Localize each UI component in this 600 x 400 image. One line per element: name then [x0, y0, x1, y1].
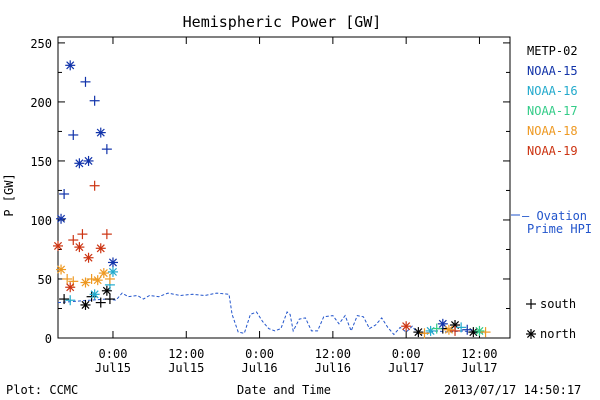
marker-noaa-15-north [107, 257, 118, 268]
legend: METP-02 NOAA-15 NOAA-16 NOAA-17 NOAA-18 NOAA-… [527, 44, 578, 158]
marker-metp-02-north [101, 285, 112, 296]
plot-frame [57, 36, 511, 339]
marker-noaa-15-north [95, 127, 106, 138]
marker-noaa-19-south [101, 229, 112, 240]
marker-legend-label-south: south [540, 297, 576, 311]
marker-noaa-15-north [74, 158, 85, 169]
marker-legend: south north [526, 297, 576, 341]
marker-metp-02-south [104, 294, 115, 305]
marker-noaa-19-north [53, 240, 63, 251]
marker-noaa-17-south [431, 323, 442, 334]
marker-noaa-15-north [83, 155, 94, 166]
marker-metp-02-north [80, 299, 91, 310]
x-tick-label-date: Jul16 [242, 361, 278, 375]
y-tick-label: 100 [30, 214, 52, 228]
marker-legend-label-north: north [540, 327, 576, 341]
x-tick-label-time: 0:00 [99, 347, 128, 361]
marker-noaa-16-north [425, 325, 436, 336]
y-axis-label: P [GW] [2, 173, 16, 216]
x-tick-label-date: Jul16 [315, 361, 351, 375]
ovation-legend-line2: Prime HPI [527, 222, 592, 236]
marker-metp-02-north [413, 327, 424, 338]
x-tick-label-time: 12:00 [315, 347, 351, 361]
marker-metp-02-south [95, 297, 106, 308]
x-tick-label-date: Jul17 [461, 361, 497, 375]
marker-noaa-16-south [65, 295, 76, 306]
marker-noaa-19-south [77, 229, 88, 240]
marker-noaa-19-north [65, 282, 76, 293]
marker-noaa-18-south [86, 273, 97, 284]
marker-noaa-15-south [59, 188, 70, 199]
chart-title: Hemispheric Power [GW] [183, 13, 382, 31]
x-tick-label-time: 0:00 [392, 347, 421, 361]
ovation-legend-line1: — Ovation [522, 209, 587, 223]
x-axis-label: Date and Time [237, 383, 331, 397]
marker-noaa-18-north [98, 268, 109, 279]
y-tick-label: 0 [45, 332, 52, 346]
marker-noaa-19-north [83, 252, 94, 263]
legend-item-noaa-17: NOAA-17 [527, 104, 578, 118]
data-markers [53, 60, 491, 339]
y-tick-label: 250 [30, 37, 52, 51]
marker-noaa-18-south [480, 327, 491, 338]
x-tick-label-time: 12:00 [168, 347, 204, 361]
marker-noaa-19-north [401, 321, 412, 332]
marker-metp-02-south [59, 294, 70, 305]
marker-noaa-15-south [80, 76, 91, 87]
marker-noaa-15-north [56, 213, 67, 224]
x-tick-label-time: 12:00 [461, 347, 497, 361]
marker-noaa-19-north [95, 243, 106, 254]
y-axis: 0 50 100 150 200 250 [30, 37, 510, 346]
marker-noaa-15-south [101, 144, 112, 155]
marker-noaa-17-north [474, 325, 485, 336]
marker-noaa-18-south [62, 273, 73, 284]
x-tick-label-date: Jul15 [95, 361, 131, 375]
x-tick-label-time: 0:00 [245, 347, 274, 361]
marker-noaa-16-south [456, 322, 467, 333]
marker-noaa-15-north [437, 318, 448, 329]
marker-noaa-19-north [74, 242, 85, 253]
legend-item-noaa-15: NOAA-15 [527, 64, 578, 78]
marker-noaa-19-south [68, 235, 79, 246]
marker-noaa-15-south [89, 95, 100, 106]
x-tick-label-date: Jul15 [168, 361, 204, 375]
y-tick-label: 200 [30, 96, 52, 110]
marker-noaa-18-north [443, 324, 454, 335]
y-tick-label: 50 [38, 273, 52, 287]
marker-noaa-19-south [450, 325, 461, 336]
y-tick-label: 150 [30, 155, 52, 169]
marker-legend-plus-icon [526, 299, 536, 309]
marker-noaa-15-south [462, 324, 473, 335]
plot-credit: Plot: CCMC [6, 383, 78, 397]
marker-noaa-15-north [65, 60, 76, 71]
x-axis: 0:00Jul1512:00Jul150:00Jul1612:00Jul160:… [95, 37, 498, 375]
x-tick-label-date: Jul17 [388, 361, 424, 375]
legend-item-noaa-19: NOAA-19 [527, 144, 578, 158]
marker-noaa-15-south [68, 129, 79, 140]
marker-noaa-18-south [419, 328, 430, 339]
marker-noaa-18-north [56, 264, 67, 275]
plot-timestamp: 2013/07/17 14:50:17 [444, 383, 581, 397]
legend-item-noaa-16: NOAA-16 [527, 84, 578, 98]
marker-noaa-16-north [89, 289, 100, 300]
marker-noaa-19-south [89, 180, 100, 191]
marker-legend-star-icon [526, 329, 536, 339]
legend-item-noaa-18: NOAA-18 [527, 124, 578, 138]
marker-noaa-18-north [80, 277, 91, 288]
series-line-ovation [57, 292, 486, 336]
marker-noaa-18-north [92, 275, 103, 286]
legend-item-metp-02: METP-02 [527, 44, 578, 58]
marker-noaa-16-north [107, 266, 118, 277]
marker-noaa-18-south [104, 273, 115, 284]
